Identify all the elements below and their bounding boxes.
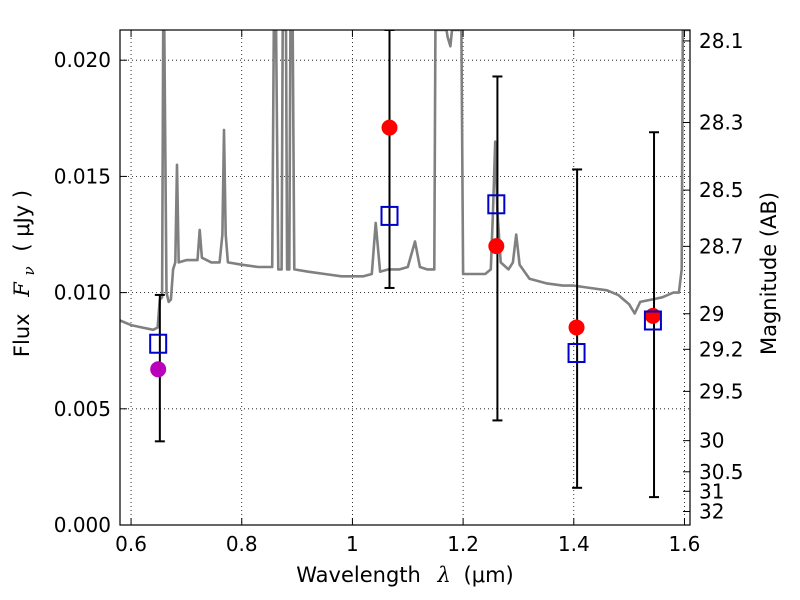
y-axis-label-text: Flux — [10, 313, 34, 357]
y2-tick-label: 29.2 — [699, 337, 744, 361]
data-point-square — [380, 205, 399, 226]
y-tick-label: 0.020 — [54, 48, 111, 72]
y2-tick-label: 28.1 — [699, 29, 744, 53]
error-bars — [154, 30, 660, 499]
y2-tick-label: 29.5 — [699, 379, 744, 403]
x-tick-label: 1.4 — [558, 532, 590, 556]
x-axis-label: Wavelength λ (μm) — [296, 563, 513, 587]
y-tick-label: 0.015 — [54, 164, 111, 188]
data-point-square — [149, 333, 168, 354]
y2-tick-label: 32 — [699, 500, 724, 524]
spectrum-line — [120, 30, 690, 332]
y-axis-label: Flux F ν ( μJy ) — [10, 190, 39, 357]
y-axis-label-symbol: F — [10, 281, 34, 298]
data-point-circle — [488, 238, 505, 255]
data-markers — [149, 119, 662, 378]
y-tick-label: 0.010 — [54, 281, 111, 305]
y2-tick-label: 28.7 — [699, 234, 744, 258]
x-tick-label: 1.2 — [447, 532, 479, 556]
data-point-circle — [150, 361, 167, 378]
y2-tick-label: 30.5 — [699, 460, 744, 484]
x-tick-label: 1 — [346, 532, 359, 556]
x-tick-label: 0.6 — [115, 532, 147, 556]
y2-tick-label: 29 — [699, 302, 724, 326]
y-tick-label: 0.000 — [54, 513, 111, 537]
x-axis-label-unit: (μm) — [464, 563, 514, 587]
y-axis-label-unit: ( μJy ) — [10, 190, 34, 252]
data-point-square — [643, 310, 662, 331]
data-point-circle — [568, 319, 585, 336]
x-tick-label: 1.6 — [669, 532, 701, 556]
data-point-square — [567, 343, 586, 364]
x-axis-label-text: Wavelength — [296, 563, 421, 587]
x-tick-label: 0.8 — [226, 532, 258, 556]
y2-tick-label: 30 — [699, 429, 724, 453]
y2-tick-label: 28.5 — [699, 178, 744, 202]
data-point-circle — [381, 119, 398, 136]
y2-tick-label: 28.3 — [699, 110, 744, 134]
plot-frame — [119, 29, 691, 526]
y2-tick-label: 31 — [699, 479, 724, 503]
grid — [120, 30, 690, 526]
data-point-square — [487, 194, 506, 215]
x-axis-label-symbol: λ — [437, 563, 451, 587]
y-axis-label-subscript: ν — [20, 266, 38, 275]
y2-axis-label: Magnitude (AB) — [757, 192, 781, 355]
y-tick-label: 0.005 — [54, 397, 111, 421]
model-spectrum — [120, 30, 690, 332]
axis-ticks: 0.6 0.8 1 1.2 1.4 1.6 0.000 0.005 0.010 0.015 0.02… — [54, 29, 744, 556]
